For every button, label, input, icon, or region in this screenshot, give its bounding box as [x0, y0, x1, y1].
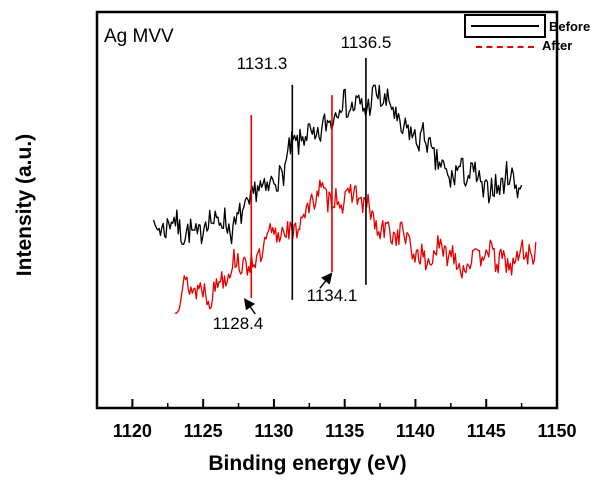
- x-tick-label: 1150: [537, 421, 576, 441]
- legend: Before After: [464, 14, 590, 53]
- peak-annotation-1128: 1128.4: [212, 314, 264, 333]
- x-tick-label: 1145: [467, 421, 506, 441]
- y-axis-title: Intensity (a.u.): [13, 133, 36, 277]
- legend-solid-line-icon: [471, 25, 539, 27]
- legend-label-after: After: [542, 38, 573, 53]
- x-axis-title: Binding energy (eV): [208, 452, 407, 475]
- peak-annotation-1131: 1131.3: [236, 54, 288, 73]
- legend-dashed-line-icon: [476, 45, 534, 48]
- series-before-line: [152, 84, 523, 245]
- plot-label: Ag MVV: [104, 26, 174, 47]
- x-tick-label: 1120: [113, 421, 152, 441]
- x-tick-label: 1130: [254, 421, 293, 441]
- legend-entry-before: Before: [464, 14, 590, 38]
- x-tick-label: 1140: [396, 421, 435, 441]
- x-tick-label: 1125: [184, 421, 223, 441]
- x-tick-label: 1135: [325, 421, 364, 441]
- peak-annotation-1136: 1136.5: [340, 33, 392, 52]
- legend-sample-box: [464, 14, 546, 38]
- peak-annotation-1134: 1134.1: [306, 286, 358, 305]
- legend-entry-after: After: [464, 38, 590, 53]
- annotation-arrow-1134.1: [319, 272, 333, 289]
- plot-frame: [95, 10, 559, 410]
- annotation-arrow-1128.4: [243, 298, 256, 315]
- legend-label-before: Before: [549, 18, 591, 34]
- series-after-line: [174, 179, 537, 314]
